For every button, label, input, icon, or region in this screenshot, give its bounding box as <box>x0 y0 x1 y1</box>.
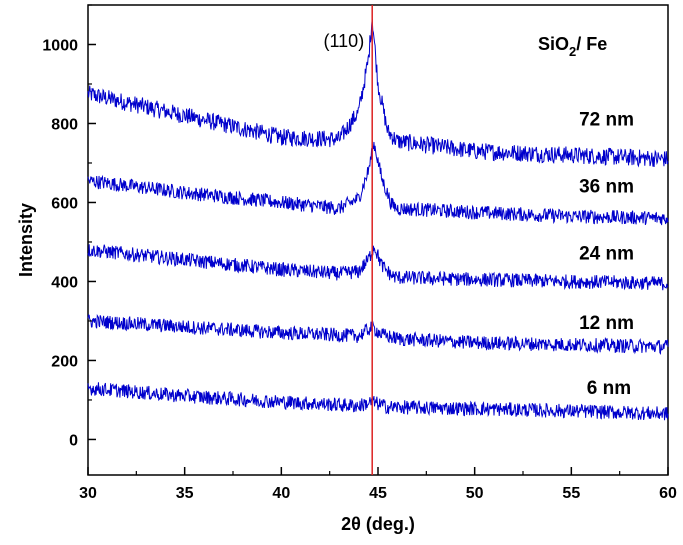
peak-annotation: (110) <box>324 31 365 51</box>
y-tick-label: 400 <box>51 274 78 291</box>
x-tick-label: 30 <box>79 485 97 502</box>
sample-label-main: SiO <box>538 34 569 54</box>
series-line-36-nm <box>87 141 669 226</box>
series-label: 12 nm <box>579 313 634 334</box>
x-tick-label: 60 <box>659 485 677 502</box>
y-tick-label: 600 <box>51 195 78 212</box>
x-tick-label: 40 <box>272 485 290 502</box>
x-tick-label: 55 <box>562 485 580 502</box>
sample-label: SiO2/ Fe <box>538 34 607 59</box>
series-line-6-nm <box>87 382 669 421</box>
y-tick-label: 800 <box>51 116 78 133</box>
series-label: 36 nm <box>579 177 634 198</box>
y-tick-label: 1000 <box>42 37 78 54</box>
x-tick-label: 50 <box>466 485 484 502</box>
y-axis: 0 200 400 600 800 1000 <box>42 4 96 449</box>
x-tick-label: 45 <box>369 485 387 502</box>
y-axis-title: Intensity <box>16 203 36 277</box>
series-line-24-nm <box>87 244 669 291</box>
series-line-72-nm <box>87 18 669 168</box>
series-label: 24 nm <box>579 244 634 265</box>
sample-label-sub: 2 <box>569 44 576 59</box>
series-labels: 72 nm 36 nm 24 nm 12 nm 6 nm <box>579 109 634 399</box>
series-group <box>87 18 669 421</box>
y-tick-label: 0 <box>69 432 78 449</box>
x-axis-title: 2θ (deg.) <box>341 514 415 534</box>
y-tick-label: 200 <box>51 353 78 370</box>
series-line-12-nm <box>87 314 669 355</box>
x-tick-label: 35 <box>176 485 194 502</box>
series-label: 6 nm <box>587 378 631 399</box>
plot-area <box>87 4 669 476</box>
series-label: 72 nm <box>579 109 634 130</box>
x-axis: 30 35 40 45 50 55 60 <box>79 467 677 502</box>
sample-label-tail: / Fe <box>576 34 607 54</box>
